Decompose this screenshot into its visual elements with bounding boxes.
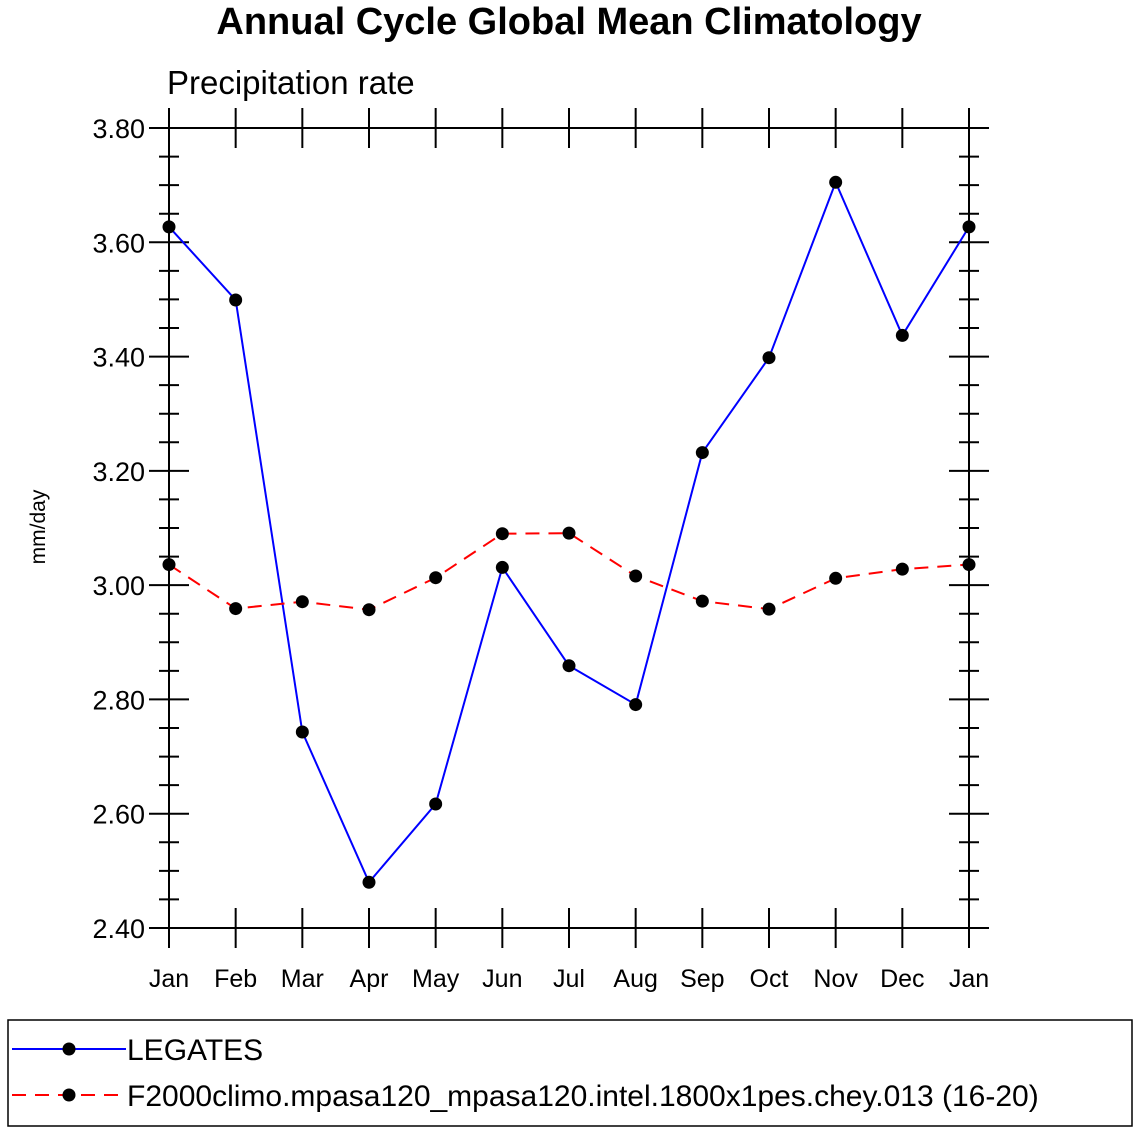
data-point-series-1 [229,293,243,307]
data-point-series-2 [295,595,309,609]
data-point-series-1 [895,328,909,342]
data-point-series-1 [495,560,509,574]
x-tick-label: May [412,965,460,993]
data-point-series-1 [295,725,309,739]
x-tick-label: Jun [482,965,522,993]
data-point-series-2 [695,594,709,608]
y-tick-label: 3.20 [92,457,145,487]
x-tick-label: Dec [880,965,924,993]
x-tick-label: Feb [214,965,257,993]
data-point-series-2 [429,571,443,585]
legend-label: F2000climo.mpasa120_mpasa120.intel.1800x… [127,1080,1039,1113]
x-tick-label: Jan [149,965,189,993]
y-tick-label: 3.00 [92,571,145,601]
x-tick-label: Apr [350,965,389,993]
y-tick-label: 3.60 [92,228,145,258]
legend: LEGATES F2000climo.mpasa120_mpasa120.inte… [7,1019,1133,1127]
chart-subtitle: Precipitation rate [167,64,415,101]
data-point-series-2 [495,527,509,541]
x-tick-label: Sep [680,965,724,993]
series-markers [162,175,976,889]
x-tick-label: Aug [613,965,657,993]
chart-title: Annual Cycle Global Mean Climatology [216,1,921,43]
plot-frame [168,127,970,929]
data-point-series-2 [829,571,843,585]
data-point-series-1 [362,875,376,889]
data-point-series-1 [762,351,776,365]
x-tick-label: Jul [553,965,585,993]
y-tick-label: 3.40 [92,343,145,373]
data-point-series-2 [895,562,909,576]
x-tick-label: Jan [949,965,989,993]
data-point-series-2 [629,569,643,583]
data-point-series-2 [229,602,243,616]
x-tick-label: Mar [281,965,324,993]
series-line-2 [168,532,970,611]
legend-swatch-marker [62,1088,76,1102]
data-point-series-1 [695,446,709,460]
y-tick-label: 2.80 [92,685,145,715]
y-tick-label: 2.40 [92,914,145,944]
y-axis-label: mm/day [27,489,50,564]
x-tick-label: Nov [813,965,858,993]
y-tick-label: 2.60 [92,800,145,830]
legend-label: LEGATES [127,1034,263,1067]
data-point-series-1 [629,698,643,712]
y-tick-label: 3.80 [92,114,145,144]
legend-swatch-marker [62,1042,76,1056]
data-point-series-1 [429,797,443,811]
data-point-series-2 [562,526,576,540]
data-point-series-1 [829,175,843,189]
legend-frame [7,1019,1133,1127]
data-point-series-2 [762,602,776,616]
data-point-series-1 [562,659,576,673]
data-point-series-2 [362,603,376,617]
axis-ticks: 2.40 2.60 2.80 3.00 3.20 3.40 3.60 3.80 Jan Feb Ma… [92,108,989,993]
x-tick-label: Oct [750,965,789,993]
